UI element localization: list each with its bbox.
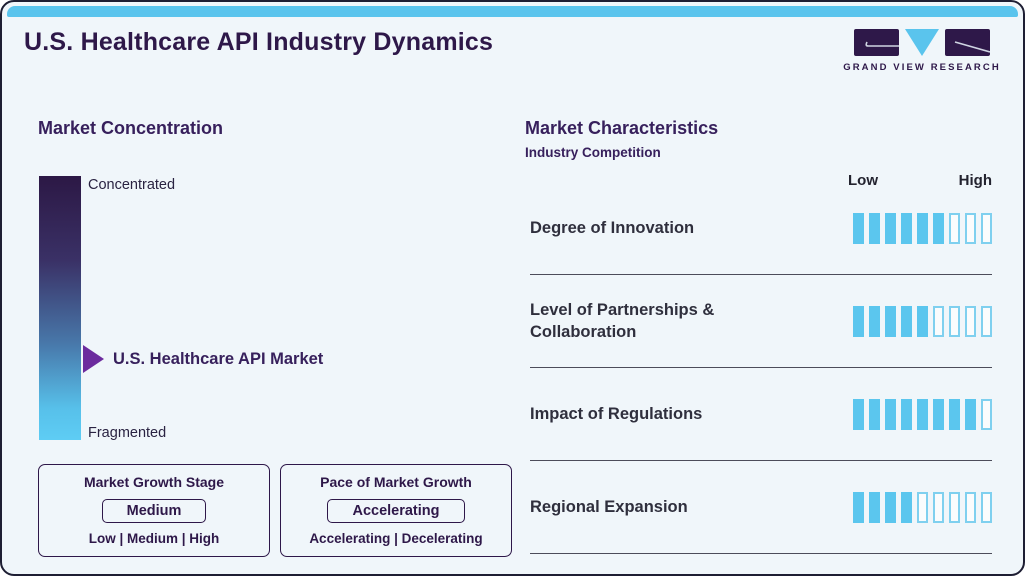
- concentration-gradient-bar: [39, 176, 81, 440]
- meter-bar-empty: [965, 305, 976, 337]
- meter-bar-filled: [885, 305, 896, 337]
- top-accent-strip: [7, 6, 1018, 17]
- meter-bar-filled: [885, 212, 896, 244]
- meter-bar-empty: [949, 305, 960, 337]
- meter-bar-empty: [933, 491, 944, 523]
- rating-meter: [853, 491, 992, 523]
- meter-bar-filled: [885, 491, 896, 523]
- meter-bar-filled: [869, 491, 880, 523]
- rating-meter: [853, 212, 992, 244]
- scale-low-label: Low: [848, 172, 878, 189]
- meter-bar-empty: [981, 398, 992, 430]
- characteristic-row: Level of Partnerships & Collaboration: [530, 275, 992, 368]
- meter-bar-filled: [853, 212, 864, 244]
- meter-bar-filled: [933, 398, 944, 430]
- characteristic-row: Degree of Innovation: [530, 182, 992, 275]
- meter-bar-filled: [917, 305, 928, 337]
- meter-bar-filled: [853, 305, 864, 337]
- meter-bar-filled: [965, 398, 976, 430]
- meter-bar-empty: [949, 491, 960, 523]
- meter-bar-filled: [869, 398, 880, 430]
- meter-bar-empty: [949, 212, 960, 244]
- meter-bar-filled: [869, 212, 880, 244]
- market-characteristics-heading: Market Characteristics: [525, 118, 719, 138]
- meter-bar-filled: [901, 212, 912, 244]
- meter-bar-filled: [853, 398, 864, 430]
- meter-bar-filled: [901, 398, 912, 430]
- pace-of-growth-box: Pace of Market Growth Accelerating Accel…: [280, 464, 512, 557]
- gvr-logo-g-icon: [854, 29, 899, 56]
- scale-label-fragmented: Fragmented: [88, 425, 167, 441]
- meter-bar-filled: [917, 398, 928, 430]
- characteristic-label: Regional Expansion: [530, 497, 688, 516]
- characteristic-label: Level of Partnerships & Collaboration: [530, 300, 715, 341]
- market-growth-stage-box: Market Growth Stage Medium Low | Medium …: [38, 464, 270, 557]
- growth-stage-title: Market Growth Stage: [83, 474, 225, 490]
- industry-competition-subtitle: Industry Competition: [525, 145, 661, 160]
- gvr-logo-mark: [854, 29, 990, 56]
- meter-bar-filled: [901, 491, 912, 523]
- market-position-arrow-icon: [83, 345, 104, 373]
- page-title: U.S. Healthcare API Industry Dynamics: [24, 28, 494, 56]
- gvr-logo-v-icon: [905, 29, 939, 56]
- characteristics-rows: Degree of Innovation Level of Partnership…: [530, 182, 992, 554]
- meter-bar-filled: [853, 491, 864, 523]
- meter-bar-empty: [965, 212, 976, 244]
- rating-meter: [853, 305, 992, 337]
- meter-bar-empty: [933, 305, 944, 337]
- meter-bar-empty: [981, 305, 992, 337]
- market-position-label: U.S. Healthcare API Market: [113, 350, 324, 368]
- meter-bar-empty: [965, 491, 976, 523]
- meter-bar-filled: [949, 398, 960, 430]
- growth-pace-options: Accelerating | Decelerating: [309, 531, 483, 546]
- grand-view-research-logo: GRAND VIEW RESEARCH: [843, 29, 999, 73]
- characteristic-row: Impact of Regulations: [530, 368, 992, 461]
- characteristic-label: Impact of Regulations: [530, 404, 703, 423]
- meter-bar-empty: [981, 491, 992, 523]
- meter-bar-filled: [885, 398, 896, 430]
- meter-bar-filled: [869, 305, 880, 337]
- characteristic-label: Degree of Innovation: [530, 218, 695, 237]
- growth-stage-options: Low | Medium | High: [88, 531, 220, 546]
- growth-pace-title: Pace of Market Growth: [320, 474, 472, 490]
- growth-pace-selected-chip: Accelerating: [327, 498, 465, 523]
- meter-bar-filled: [901, 305, 912, 337]
- characteristic-row: Regional Expansion: [530, 461, 992, 554]
- gvr-logo-r-icon: [945, 29, 990, 56]
- growth-stage-selected-chip: Medium: [101, 498, 207, 523]
- meter-bar-filled: [917, 212, 928, 244]
- scale-label-concentrated: Concentrated: [88, 177, 176, 193]
- rating-scale-header: Low High: [530, 172, 992, 189]
- rating-meter: [853, 398, 992, 430]
- meter-bar-empty: [917, 491, 928, 523]
- meter-bar-filled: [933, 212, 944, 244]
- logo-brand-text: GRAND VIEW RESEARCH: [843, 62, 1001, 73]
- meter-bar-empty: [981, 212, 992, 244]
- market-concentration-heading: Market Concentration: [38, 118, 224, 138]
- scale-high-label: High: [958, 172, 992, 189]
